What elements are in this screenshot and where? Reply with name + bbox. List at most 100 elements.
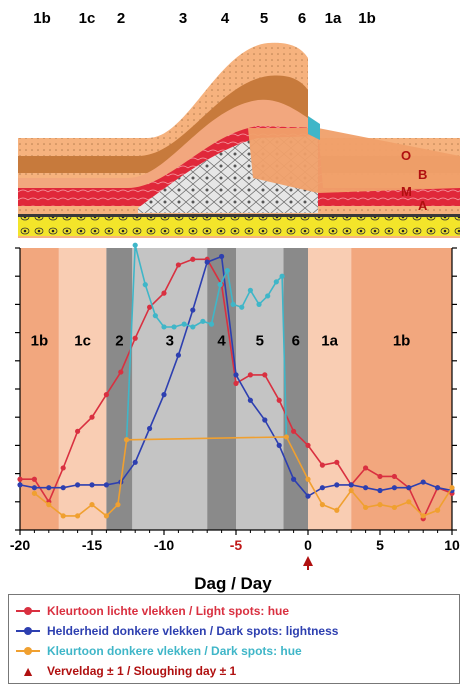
series-1-point-24 [363,485,369,491]
series-2-point-14 [247,287,253,293]
series-1-point-15 [233,372,239,378]
stage-band-6 [283,248,308,530]
series-0-point-6 [103,392,109,398]
series-0-point-5 [89,414,95,420]
series-0-point-18 [276,397,282,403]
series-2-point-10 [217,282,223,288]
legend-entry-sloughing-day: ▲ Verveldag ± 1 / Sloughing day ± 1 [15,661,453,681]
series-0-point-25 [377,473,383,480]
series-2-point-2 [142,282,148,288]
series-2-point-5 [171,324,177,330]
legend-text-dark-lightness: Helderheid donkere vlekken / Dark spots:… [47,624,339,638]
stage-band-label-1: 1c [74,332,91,349]
legend-entry-light-hue: Kleurtoon lichte vlekken / Light spots: … [15,601,453,621]
legend-entry-dark-hue: Kleurtoon donkere vlekken / Dark spots: … [15,641,453,661]
series-3-point-3 [75,513,81,519]
series-3-point-12 [348,487,354,494]
series-3-point-19 [449,485,455,491]
series-1-point-8 [132,459,138,465]
series-0-point-20 [305,442,311,448]
series-3-point-14 [377,502,383,508]
series-1-point-3 [60,485,66,491]
legend-marker-dark-hue [15,645,41,657]
series-2-point-15 [256,301,262,307]
series-0-point-1 [31,476,37,482]
series-3-point-1 [46,502,52,508]
series-1-point-26 [391,485,397,491]
series-2-point-13 [239,304,245,310]
series-0-point-10 [161,290,167,296]
stage-bands: 1b 1c 2 3 4 5 6 1a 1b [20,248,452,530]
series-3-point-9 [305,476,311,482]
legend-text-light-hue: Kleurtoon lichte vlekken / Light spots: … [47,604,290,618]
series-3-point-15 [391,504,397,511]
stage-band-3 [132,248,208,530]
stage-band-label-3: 3 [166,332,174,349]
series-2-point-17 [273,279,279,285]
layer-label-b: B [418,167,427,182]
series-3-point-10 [319,502,325,508]
series-0-point-24 [363,465,369,471]
series-0-point-9 [147,304,153,310]
series-1-point-16 [247,397,253,403]
series-1-point-0 [17,482,23,488]
top-stage-3: 3 [178,10,188,27]
series-1-point-11 [175,352,181,358]
series-1-point-28 [420,479,426,485]
series-1-point-9 [147,425,153,432]
series-0-point-17 [262,372,268,378]
stage-band-1 [58,248,107,530]
series-1-point-2 [46,485,52,491]
series-0-point-22 [334,459,340,465]
series-1-point-4 [75,482,81,488]
series-2-point-7 [190,324,196,330]
layer-label-o: O [401,148,411,163]
stage-band-label-0: 1b [31,332,49,349]
stage-band-label-6: 6 [292,332,300,349]
series-lines [17,242,455,522]
series-3-point-0 [31,490,37,496]
legend-entry-dark-lightness: Helderheid donkere vlekken / Dark spots:… [15,621,453,641]
x-axis-label: Dag / Day [194,574,272,593]
series-1-point-27 [406,485,412,491]
series-1-point-13 [204,259,210,265]
series-2-point-1 [132,242,138,248]
series-0-point-7 [118,369,124,375]
series-3-point-11 [334,507,340,513]
series-1-point-20 [305,493,311,499]
series-0-point-19 [291,428,297,434]
series-2-point-4 [161,324,167,330]
series-0-point-15 [233,380,239,386]
x-tick-label-4: 0 [304,537,312,553]
top-stage-1c: 1c [78,10,96,27]
series-2-point-11 [224,267,230,274]
series-3-point-7 [123,437,130,443]
top-stage-1b-left: 1b [33,10,51,27]
x-tick-label-3: -5 [230,537,243,553]
series-2-point-3 [152,313,158,319]
layer-label-a: A [418,198,428,213]
stage-band-label-4: 4 [217,332,226,349]
top-stage-1b-right: 1b [358,10,376,27]
series-1-point-23 [348,482,354,488]
series-2-point-6 [181,321,187,327]
top-stage-4: 4 [220,10,230,27]
stage-band-7 [308,248,352,530]
series-1-point-22 [334,482,340,488]
legend-text-sloughing-day: Verveldag ± 1 / Sloughing day ± 1 [47,664,237,678]
series-0-point-12 [190,256,196,262]
series-3-point-5 [103,513,109,519]
line-chart: 1b 1c 2 3 4 5 6 1a 1b -20 -15 -10 -5 0 5 10 [10,242,460,570]
x-tick-label-0: -20 [10,537,30,553]
series-3-point-16 [406,499,412,505]
series-3-point-17 [420,513,426,519]
series-0-point-16 [247,372,253,378]
series-2-point-12 [230,301,236,307]
series-1-point-18 [276,442,282,448]
legend: Kleurtoon lichte vlekken / Light spots: … [8,594,460,684]
legend-marker-dark-lightness [15,625,41,637]
x-tick-label-2: -10 [154,537,174,553]
series-1-point-14 [219,253,225,260]
series-2-point-9 [208,321,215,327]
series-3-point-4 [89,502,95,508]
